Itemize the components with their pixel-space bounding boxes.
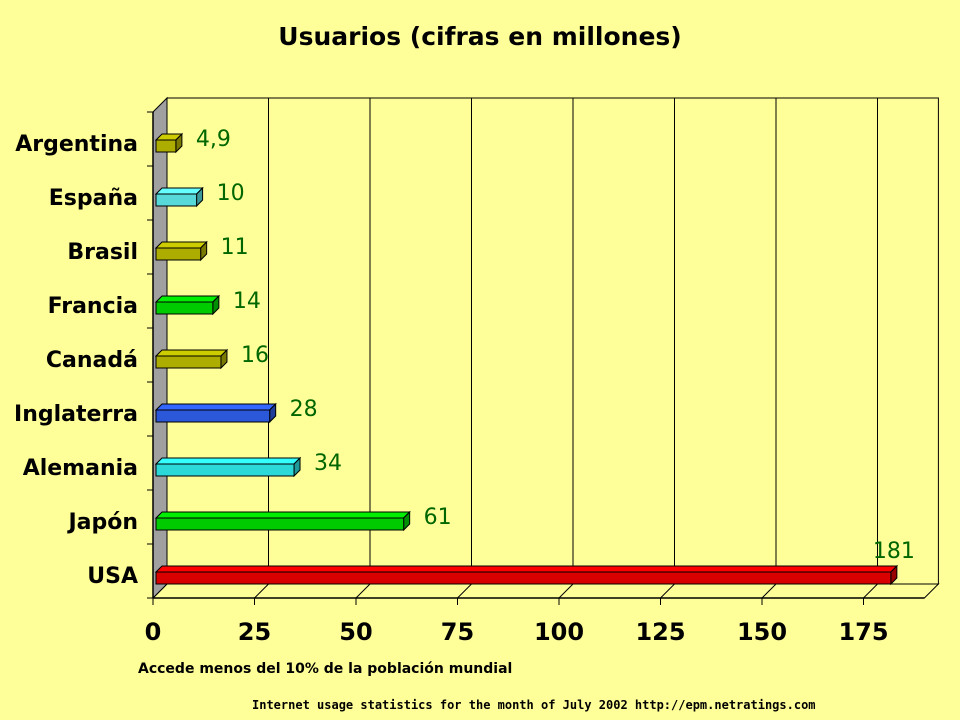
gridline-floor — [863, 583, 878, 599]
bar — [154, 456, 302, 478]
bar — [154, 132, 184, 154]
bar-face — [155, 463, 295, 477]
bar-face — [155, 571, 892, 585]
category-label: Francia — [48, 294, 138, 319]
plot-floor — [151, 583, 940, 599]
value-label: 61 — [424, 505, 452, 530]
category-labels: Argentina España Brasil Francia Canadá Inglat… — [14, 132, 138, 589]
category-label: Brasil — [67, 240, 138, 265]
category-label: USA — [87, 564, 138, 589]
bar-top — [154, 565, 899, 573]
bar-top — [154, 457, 302, 465]
bar-top — [154, 241, 208, 249]
x-tick-label: 50 — [339, 618, 372, 646]
gridlines — [254, 98, 878, 599]
gridline-floor — [558, 583, 574, 599]
bar — [154, 402, 277, 424]
axes — [147, 111, 925, 605]
bar — [154, 186, 204, 208]
bar-top — [154, 403, 277, 411]
bar-top — [154, 187, 204, 195]
gridline-floor — [355, 583, 371, 599]
x-tick-label: 0 — [145, 618, 162, 646]
bar — [154, 348, 229, 370]
x-tick-label: 100 — [534, 618, 584, 646]
bar-top — [154, 511, 411, 519]
x-tick-label: 125 — [635, 618, 685, 646]
value-label: 10 — [217, 181, 245, 206]
value-label: 181 — [873, 539, 915, 564]
value-labels: 4,9 10 11 14 16 28 34 61 181 — [196, 127, 915, 564]
x-tick-labels: 0 25 50 75 100 125 150 175 — [145, 618, 889, 646]
footnote: Accede menos del 10% de la población mun… — [138, 661, 513, 677]
gridline-floor — [457, 583, 472, 599]
value-label: 28 — [290, 397, 318, 422]
x-tick-label: 175 — [838, 618, 888, 646]
gridline-floor — [761, 583, 777, 599]
bars — [154, 132, 899, 586]
bar-face — [155, 517, 405, 531]
value-label: 14 — [233, 289, 261, 314]
bar — [154, 294, 221, 316]
bar-face — [155, 193, 198, 207]
x-tick-label: 150 — [737, 618, 787, 646]
value-label: 34 — [314, 451, 342, 476]
x-tick-label: 75 — [441, 618, 474, 646]
x-tick-label: 25 — [238, 618, 271, 646]
bar-face — [155, 409, 271, 423]
chart-title: Usuarios (cifras en millones) — [278, 22, 682, 51]
category-label: España — [49, 186, 138, 211]
bar-top — [154, 349, 229, 357]
bar-face — [155, 355, 222, 369]
bar-face — [155, 139, 177, 153]
value-label: 11 — [221, 235, 249, 260]
bar-face — [155, 301, 214, 315]
bar-top — [154, 295, 221, 303]
value-label: 4,9 — [196, 127, 231, 152]
bar — [154, 564, 899, 586]
category-label: Canadá — [46, 348, 138, 373]
category-label: Argentina — [15, 132, 138, 157]
bar — [154, 510, 411, 532]
value-label: 16 — [241, 343, 269, 368]
gridline-floor — [254, 583, 269, 599]
category-label: Japón — [66, 510, 138, 535]
bar-face — [155, 247, 202, 261]
bar — [154, 240, 208, 262]
source-text: Internet usage statistics for the month … — [252, 698, 816, 712]
gridline-floor — [660, 583, 675, 599]
category-label: Alemania — [23, 456, 138, 481]
plot-back-wall — [166, 97, 939, 585]
category-label: Inglaterra — [14, 402, 138, 427]
